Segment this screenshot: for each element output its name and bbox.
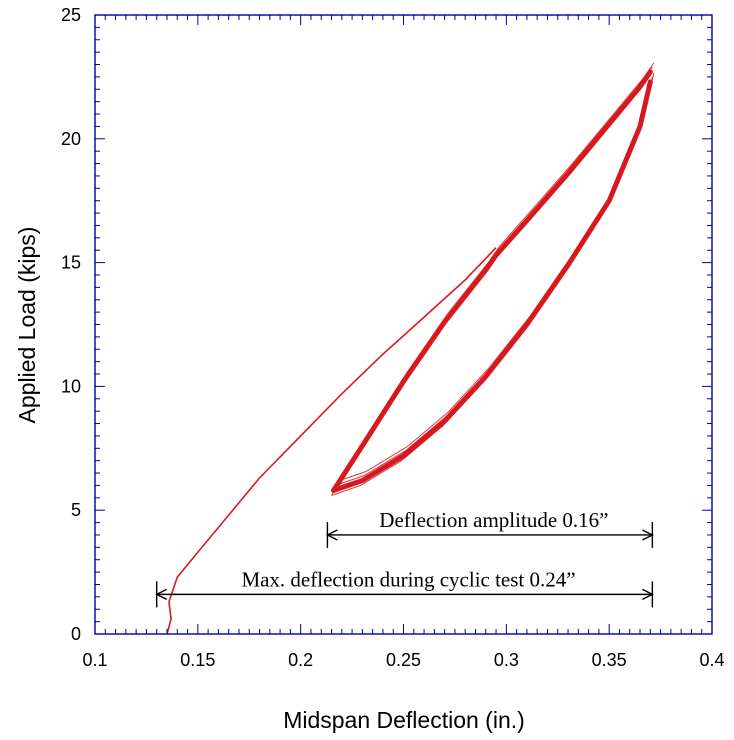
tick-labels-group: 0.1 0.15 0.2 0.25 0.3 0.35 0.4 0 5 10 15 20 25	[61, 5, 725, 670]
cyclic-loop-lower-cycle-trace	[337, 72, 655, 482]
arrow-head-left	[325, 529, 338, 541]
x-tick-label: 0.4	[699, 650, 724, 670]
x-axis-title: Midspan Deflection (in.)	[283, 707, 525, 733]
y-axis-title: Applied Load (kips)	[14, 227, 40, 424]
cyclic-loop-upper-curve	[331, 69, 653, 493]
axes-group	[94, 14, 713, 635]
annotations-group: Deflection amplitude 0.16” Max. deflectio…	[155, 508, 654, 608]
cyclic-loop-lower-cycle-trace	[335, 76, 653, 486]
annotation-label: Max. deflection during cyclic test 0.24”	[241, 567, 575, 591]
initial-loading-curve	[166, 247, 497, 635]
x-tick-label: 0.35	[592, 650, 627, 670]
cyclic-loop-upper-cycle-trace	[335, 66, 653, 486]
arrow-head-right	[642, 529, 654, 541]
cyclic-loop-upper-cycle-trace	[336, 62, 655, 482]
y-tick-label: 5	[71, 500, 81, 520]
x-tick-label: 0.2	[288, 650, 313, 670]
y-tick-label: 25	[61, 5, 81, 25]
cyclic-loop-lower-cycle-trace	[331, 86, 649, 496]
cyclic-loop-upper-cycle-trace	[331, 76, 649, 496]
x-tick-label: 0.25	[386, 650, 421, 670]
y-tick-label: 10	[61, 376, 81, 396]
x-tick-label: 0.3	[494, 650, 519, 670]
x-tick-label: 0.1	[82, 650, 107, 670]
arrow-head-right	[642, 588, 654, 601]
x-tick-label: 0.15	[180, 650, 215, 670]
cyclic-loop-lower-curve	[331, 79, 653, 493]
y-tick-label: 20	[61, 129, 81, 149]
data-series-group	[166, 62, 655, 635]
arrow-head-left	[155, 588, 168, 601]
y-tick-label: 0	[71, 624, 81, 644]
annotation-label: Deflection amplitude 0.16”	[379, 508, 608, 532]
y-tick-label: 15	[61, 253, 81, 273]
